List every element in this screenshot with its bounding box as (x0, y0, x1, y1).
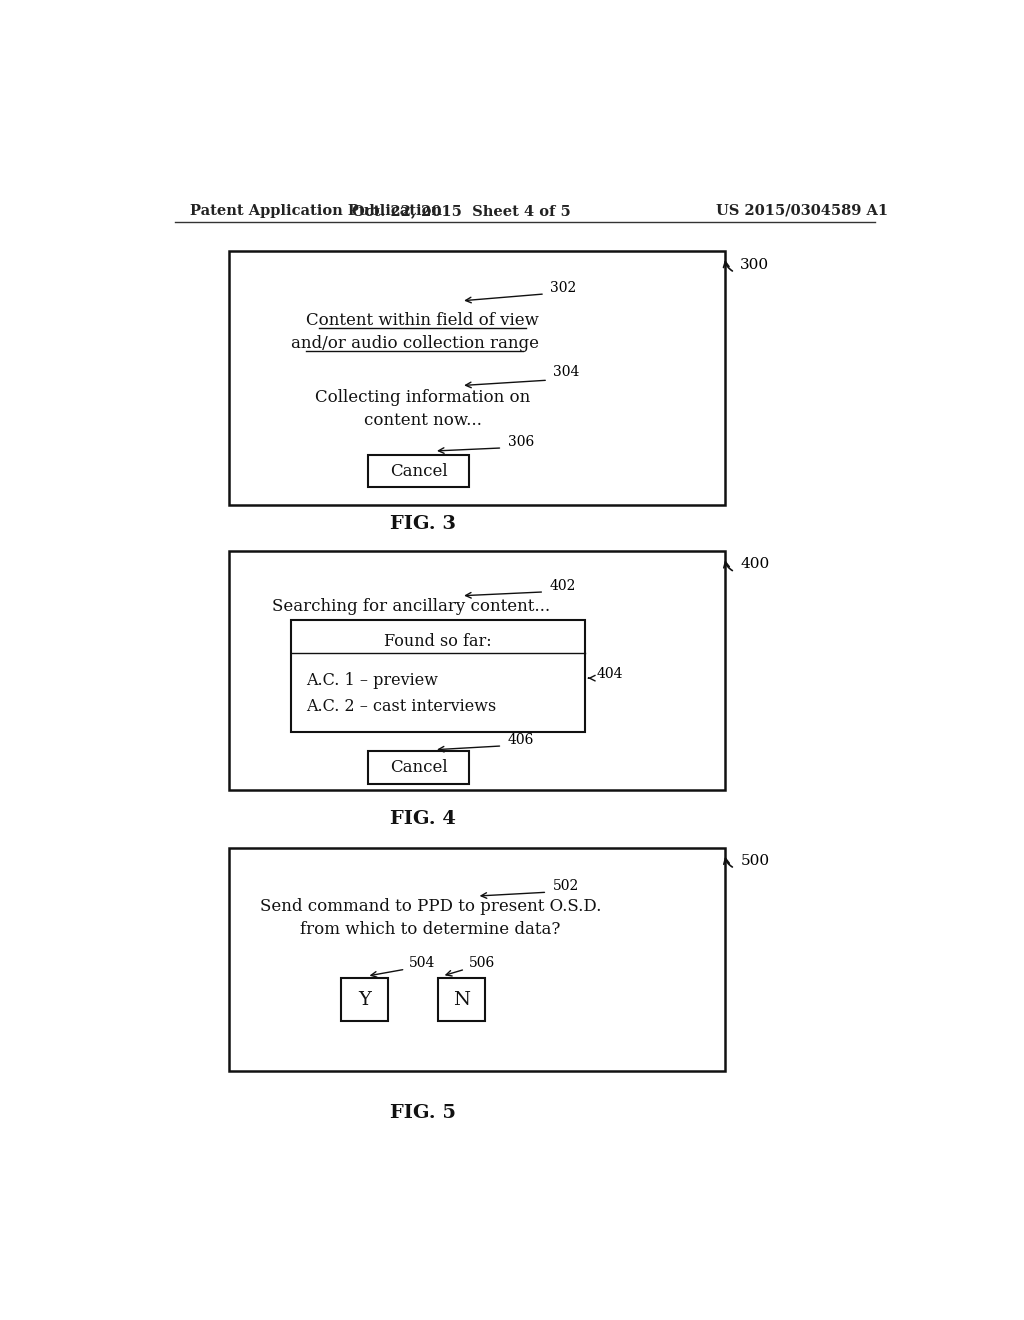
Text: A.C. 2 – cast interviews: A.C. 2 – cast interviews (306, 698, 497, 715)
FancyBboxPatch shape (291, 620, 586, 733)
Text: Send command to PPD to present O.S.D.: Send command to PPD to present O.S.D. (259, 899, 601, 915)
Text: 306: 306 (508, 434, 534, 449)
Text: FIG. 4: FIG. 4 (389, 810, 456, 828)
Text: 402: 402 (550, 578, 575, 593)
Text: Oct. 22, 2015  Sheet 4 of 5: Oct. 22, 2015 Sheet 4 of 5 (352, 203, 570, 218)
Text: 300: 300 (740, 257, 769, 272)
FancyBboxPatch shape (369, 455, 469, 487)
Text: from which to determine data?: from which to determine data? (300, 921, 560, 939)
Text: 502: 502 (553, 879, 579, 894)
FancyBboxPatch shape (438, 978, 484, 1020)
Text: A.C. 1 – preview: A.C. 1 – preview (306, 672, 438, 689)
Text: 302: 302 (550, 281, 577, 294)
FancyBboxPatch shape (369, 751, 469, 784)
Text: Collecting information on: Collecting information on (314, 388, 530, 405)
Text: US 2015/0304589 A1: US 2015/0304589 A1 (716, 203, 888, 218)
Text: FIG. 5: FIG. 5 (389, 1105, 456, 1122)
FancyBboxPatch shape (228, 847, 725, 1071)
FancyBboxPatch shape (228, 552, 725, 789)
Text: 504: 504 (410, 956, 435, 970)
Text: Cancel: Cancel (390, 462, 447, 479)
Text: 506: 506 (469, 956, 496, 970)
Text: content now...: content now... (364, 412, 481, 429)
Text: 400: 400 (740, 557, 769, 572)
Text: Cancel: Cancel (390, 759, 447, 776)
Text: 406: 406 (508, 733, 535, 747)
Text: N: N (453, 990, 470, 1008)
Text: and/or audio collection range: and/or audio collection range (291, 335, 539, 351)
FancyBboxPatch shape (228, 251, 725, 506)
Text: Searching for ancillary content...: Searching for ancillary content... (271, 598, 550, 615)
Text: 500: 500 (740, 854, 769, 867)
Text: FIG. 3: FIG. 3 (389, 515, 456, 533)
Text: Y: Y (358, 990, 371, 1008)
Text: 304: 304 (553, 366, 580, 379)
Text: Content within field of view: Content within field of view (306, 312, 539, 329)
Text: Patent Application Publication: Patent Application Publication (190, 203, 442, 218)
Text: 404: 404 (596, 668, 623, 681)
Text: Found so far:: Found so far: (384, 634, 492, 651)
FancyBboxPatch shape (341, 978, 388, 1020)
